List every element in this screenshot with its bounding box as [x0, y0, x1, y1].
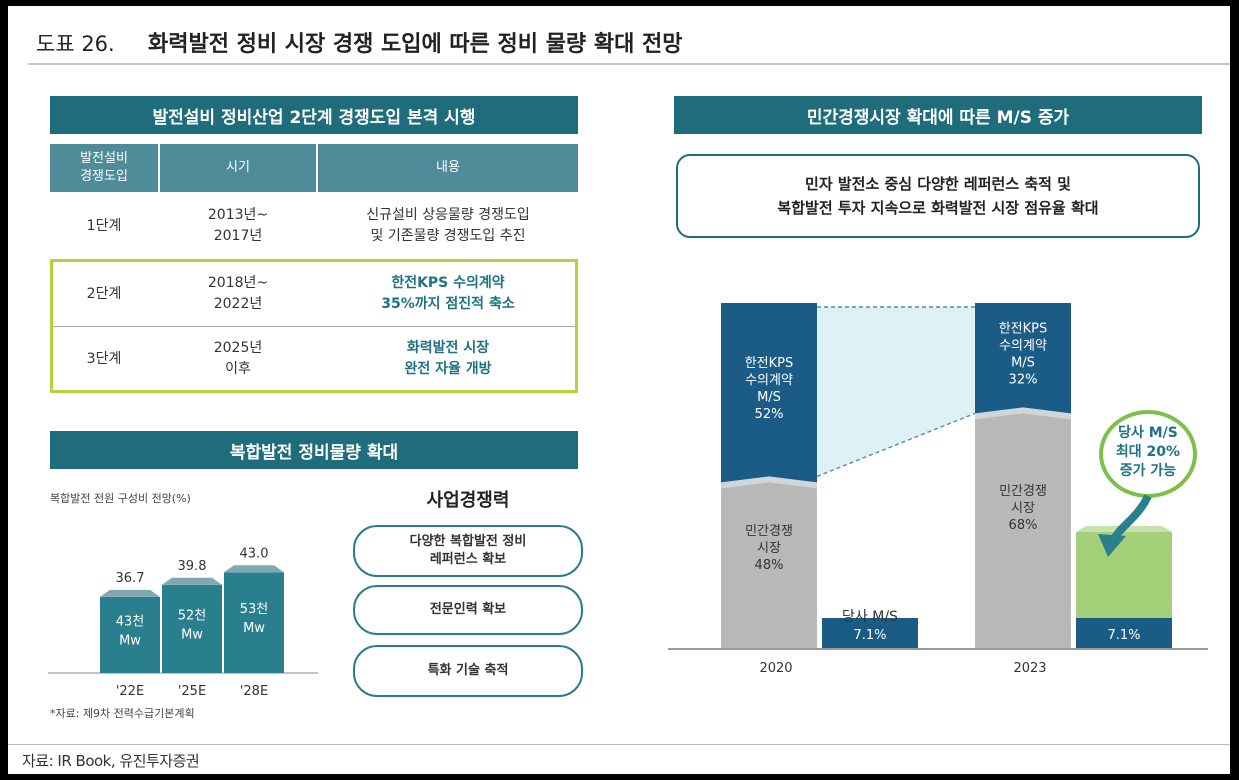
ms-category-label: 2020	[759, 661, 792, 676]
title-rule	[28, 63, 1230, 65]
mini-bar-label: 43천 Mw	[116, 614, 145, 648]
mini-tick-label: '28E	[240, 684, 268, 699]
ms-bar-kps	[975, 303, 1071, 414]
chart-note: *자료: 제9차 전력수급기본계획	[50, 707, 195, 720]
ms-company-value: 7.1%	[853, 628, 886, 643]
callout-box: 민자 발전소 중심 다양한 레퍼런스 축적 및 복합발전 투자 지속으로 화력발…	[676, 154, 1200, 238]
ms-company-value: 7.1%	[1107, 628, 1140, 643]
ms-company-bar	[1076, 618, 1172, 648]
source-note: 자료: IR Book, 유진투자증권	[22, 752, 200, 770]
row-3-content: 화력발전 시장 완전 자율 개방	[404, 340, 492, 377]
ms-company-bar	[822, 618, 918, 648]
row-2-period: 2018년~ 2022년	[207, 275, 269, 312]
pill-references: 다양한 복합발전 정비 레퍼런스 확보	[353, 525, 583, 577]
ms-kps-label: 한전KPS 수의계약 M/S 52%	[745, 356, 794, 422]
highlight-box	[50, 259, 578, 393]
pill-experts: 전문인력 확보	[353, 585, 583, 635]
ms-private-label: 민간경쟁 시장 68%	[999, 484, 1047, 533]
mini-tick-label: '25E	[178, 684, 206, 699]
ms-stacked-chart: 민간경쟁 시장 48% 한전KPS 수의계약 M/S 52% 2020 7.1% 민간경쟁 시장 68…	[668, 303, 1208, 676]
ms-kps-label: 한전KPS 수의계약 M/S 32%	[999, 322, 1048, 388]
mini-bar-top	[162, 577, 222, 585]
stage-table-banner: 발전설비 정비산업 2단계 경쟁도입 본격 시행	[50, 96, 578, 134]
competitiveness-title: 사업경쟁력	[426, 490, 510, 511]
ms-bar-private	[721, 482, 817, 648]
mini-bar-top	[100, 589, 160, 597]
row-divider	[53, 326, 575, 327]
ms-connector-line	[816, 412, 976, 478]
mini-bar-label: 52천 Mw	[178, 608, 207, 642]
ms-projection-label: 당사 M/S 최대 20% 증가 가능	[1116, 424, 1180, 479]
combined-cycle-bar-chart: 36.7 43천 Mw '22E 39.8 52천 Mw '25E 43.0 53천 Mw '28E	[48, 546, 318, 699]
ms-private-label: 민간경쟁 시장 48%	[745, 524, 793, 573]
ms-bar-kps	[721, 303, 817, 483]
figure-number: 도표 26.	[36, 32, 115, 56]
ms-projection-bar	[1076, 532, 1172, 618]
mini-bar	[224, 572, 284, 673]
row-3-stage: 3단계	[86, 350, 122, 367]
figure-title: 화력발전 정비 시장 경쟁 도입에 따른 정비 물량 확대 전망	[148, 32, 683, 57]
ms-banner: 민간경쟁시장 확대에 따른 M/S 증가	[674, 96, 1202, 134]
mini-bar-label: 53천 Mw	[240, 602, 269, 636]
mini-value-label: 39.8	[178, 559, 207, 574]
ms-category-label: 2023	[1013, 661, 1046, 676]
mini-bar	[100, 596, 160, 673]
ms-bar-notch	[975, 407, 1071, 420]
mini-value-label: 43.0	[240, 546, 269, 561]
row-1-stage: 1단계	[86, 217, 122, 234]
bottom-rule	[8, 744, 1230, 745]
mini-bar-top	[224, 565, 284, 573]
callout-line-1: 민자 발전소 중심 다양한 레퍼런스 축적 및	[805, 175, 1071, 193]
pill-technology: 특화 기술 축적	[353, 645, 583, 697]
ms-company-label: 당사 M/S	[842, 609, 898, 625]
ms-connector-band	[817, 307, 975, 477]
ms-projection-arrow-head	[1098, 534, 1126, 557]
row-1-content: 신규설비 상응물량 경쟁도입 및 기존물량 경쟁도입 추진	[366, 207, 530, 244]
mini-tick-label: '22E	[116, 684, 144, 699]
mini-value-label: 36.7	[116, 571, 145, 586]
figure-frame: 도표 26. 화력발전 정비 시장 경쟁 도입에 따른 정비 물량 확대 전망 …	[8, 6, 1230, 774]
row-2-content: 한전KPS 수의계약 35%까지 점진적 축소	[381, 275, 515, 312]
mini-chart-title: 복합발전 전원 구성비 전망(%)	[50, 492, 191, 505]
table-header-content: 내용	[318, 144, 578, 192]
row-1-period: 2013년~ 2017년	[207, 207, 269, 244]
row-3-period: 2025년 이후	[213, 340, 263, 377]
table-header-stage: 발전설비 경쟁도입	[50, 144, 158, 192]
ms-bar-notch	[721, 476, 817, 489]
mini-bar	[162, 584, 222, 673]
table-header-period: 시기	[160, 144, 316, 192]
combined-cycle-banner: 복합발전 정비물량 확대	[50, 431, 578, 469]
row-2-stage: 2단계	[86, 285, 122, 302]
callout-line-2: 복합발전 투자 지속으로 화력발전 시장 점유율 확대	[777, 199, 1099, 217]
ms-bar-private	[975, 413, 1071, 648]
